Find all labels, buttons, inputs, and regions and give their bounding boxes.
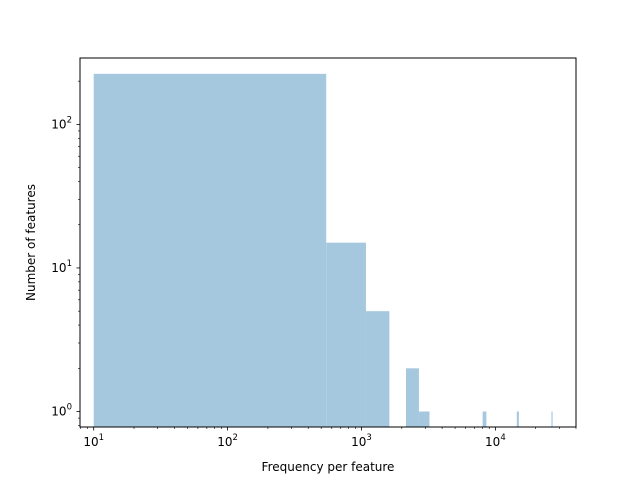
histogram-bar-6 bbox=[516, 411, 519, 427]
major-ticks-group: 101 102 103 104 100 101 102 bbox=[51, 115, 505, 449]
histogram-bar-7 bbox=[551, 411, 553, 427]
x-tick-label: 102 bbox=[217, 433, 238, 449]
y-tick-label: 101 bbox=[51, 259, 72, 275]
x-tick-label: 104 bbox=[485, 433, 506, 449]
histogram-bar-4 bbox=[418, 411, 430, 427]
histogram-bar-1 bbox=[326, 242, 366, 427]
histogram-bar-3 bbox=[406, 368, 419, 427]
x-axis-label: Frequency per feature bbox=[262, 460, 395, 474]
plot-frame bbox=[79, 57, 577, 428]
bars-group bbox=[93, 73, 553, 427]
y-tick-label: 100 bbox=[51, 403, 72, 419]
x-tick-label: 103 bbox=[351, 433, 372, 449]
histogram-bar-2 bbox=[365, 311, 390, 427]
x-tick-label: 101 bbox=[83, 433, 104, 449]
histogram-bar-5 bbox=[482, 411, 487, 427]
y-tick-label: 102 bbox=[51, 115, 72, 131]
y-axis-label: Number of features bbox=[24, 184, 38, 301]
histogram-bar-0 bbox=[93, 73, 327, 427]
